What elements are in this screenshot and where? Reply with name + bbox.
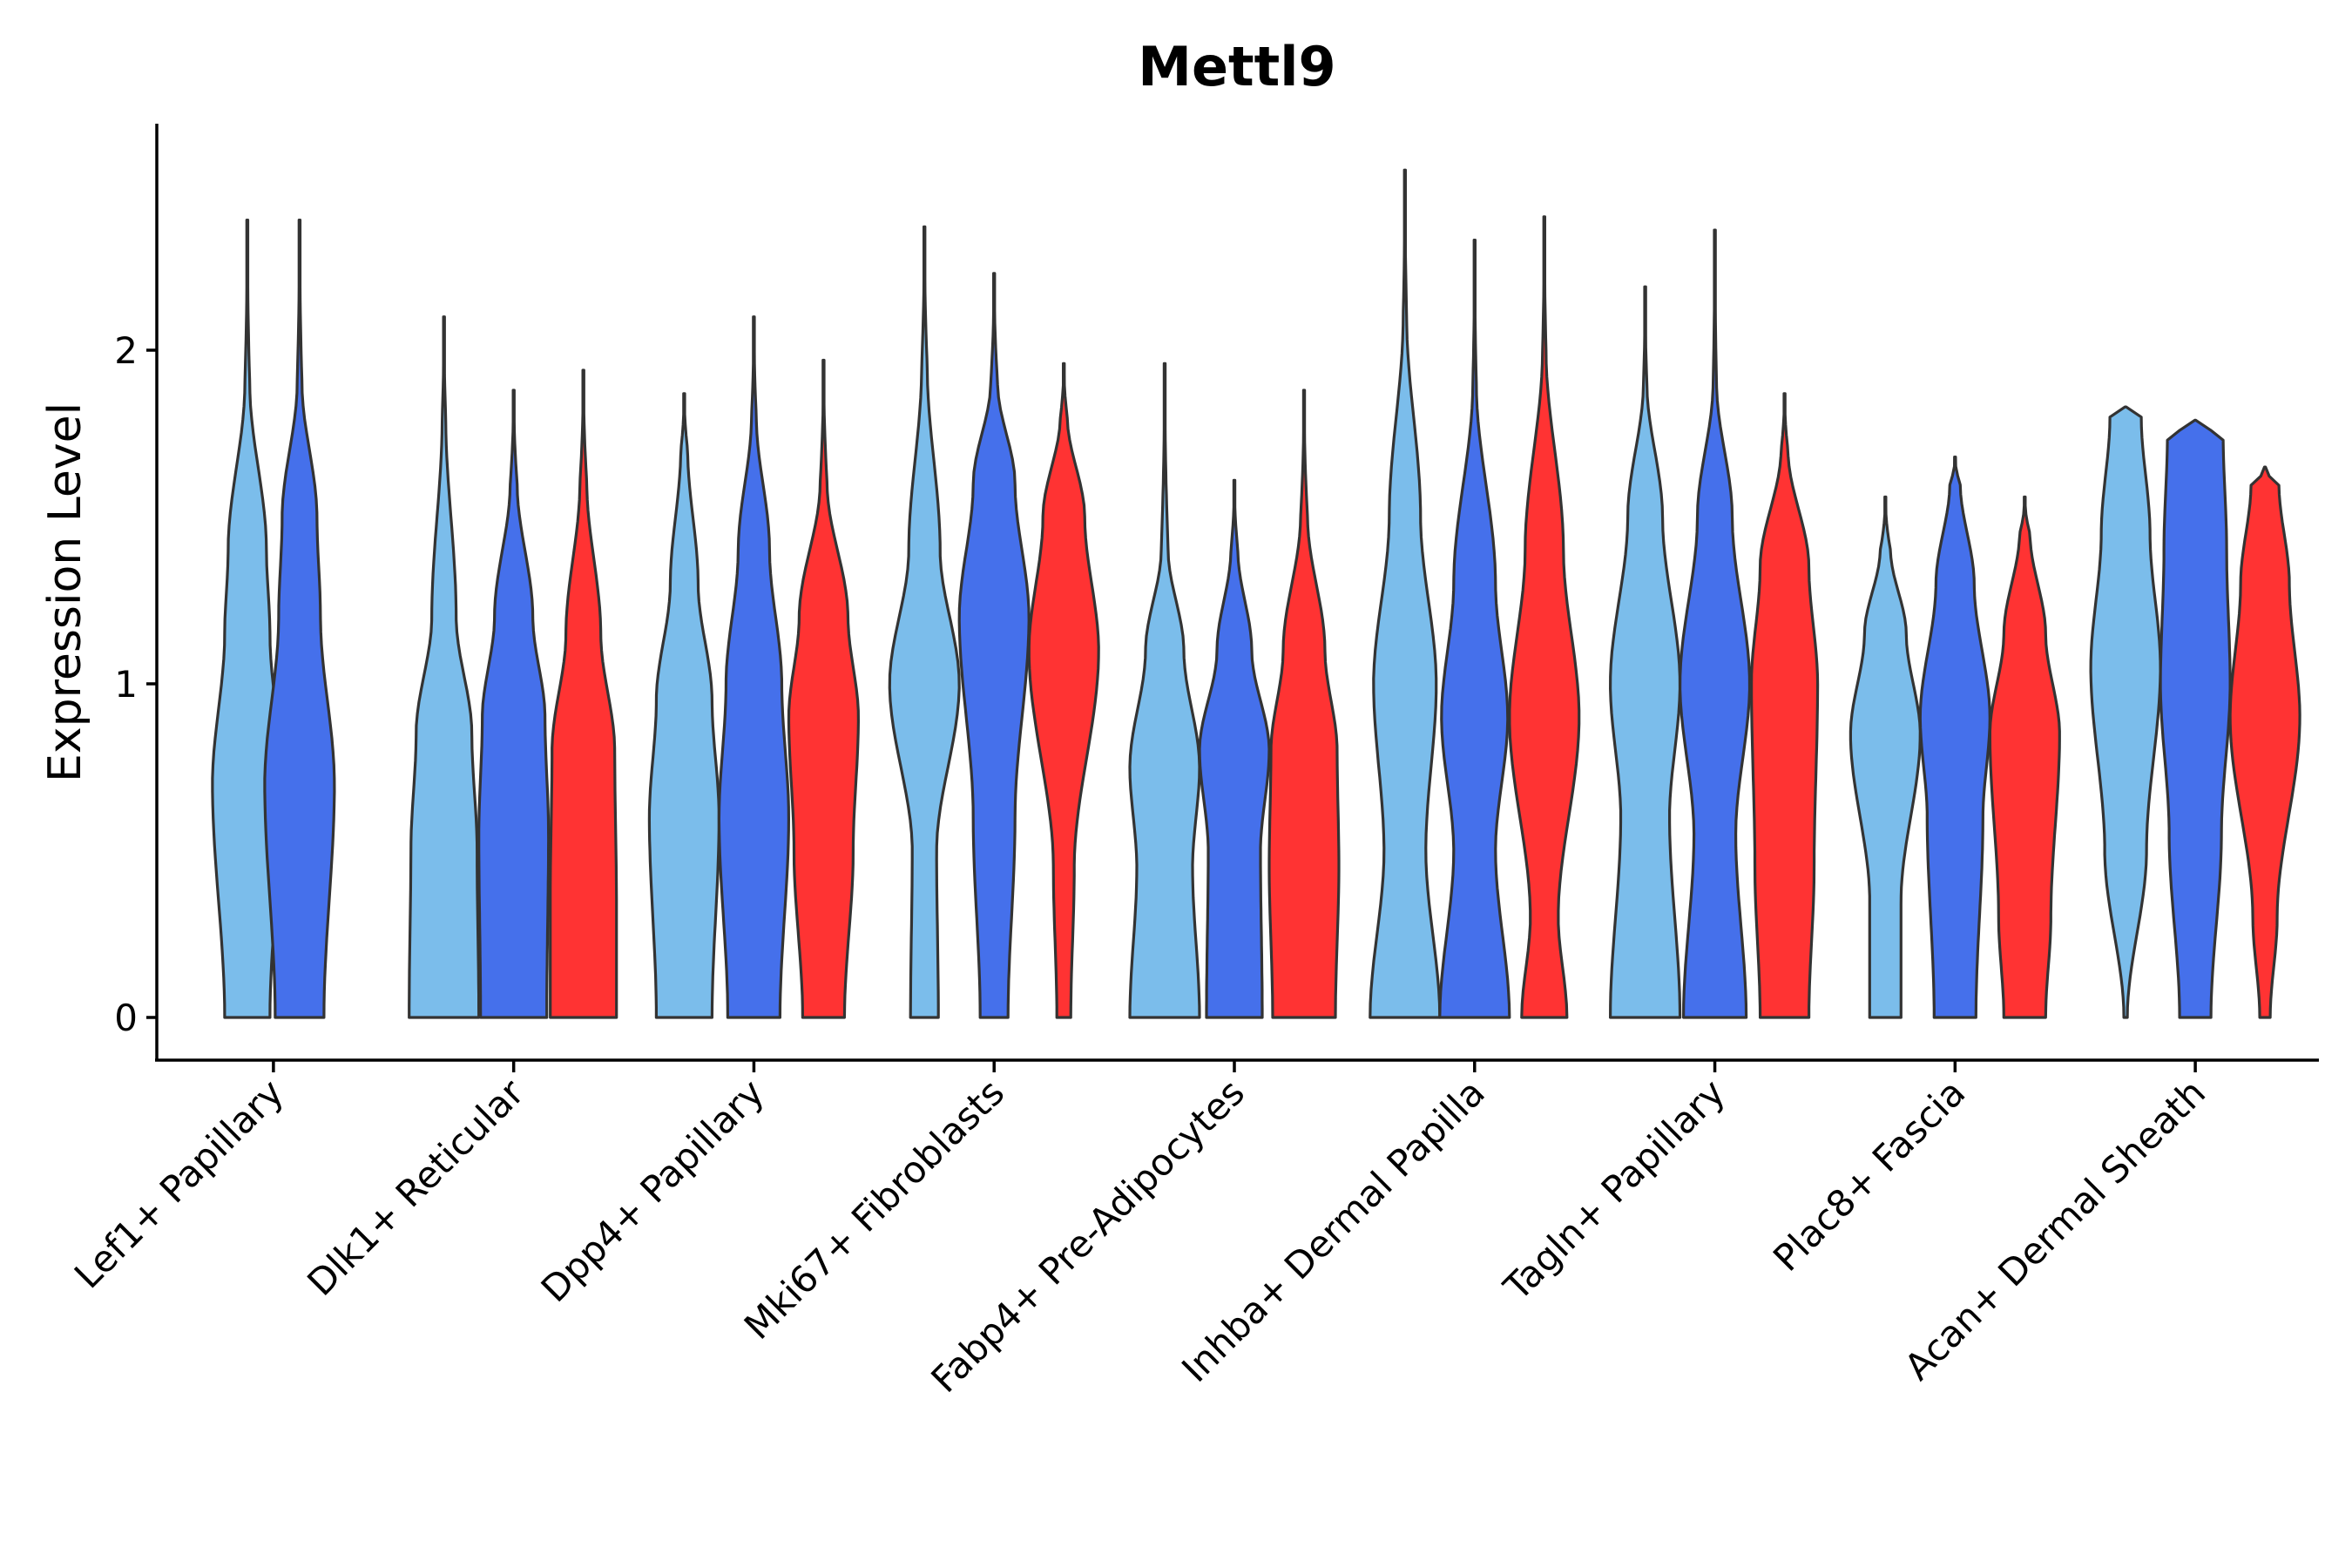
violin — [549, 368, 618, 1019]
violin — [2159, 418, 2232, 1019]
y-tick-label: 2 — [114, 329, 138, 372]
violin — [888, 225, 961, 1019]
violin — [1918, 456, 1991, 1019]
violin — [1609, 285, 1682, 1019]
violin — [1198, 478, 1271, 1019]
x-tick-label: Mki67+ Fibroblasts — [736, 1071, 1012, 1347]
y-tick-label: 1 — [114, 663, 138, 706]
violin — [787, 358, 860, 1019]
violin — [477, 389, 551, 1019]
violin — [717, 315, 790, 1019]
violin — [2228, 465, 2301, 1019]
violin — [1369, 168, 1442, 1019]
violin — [1128, 362, 1201, 1019]
x-tick-label: Lef1+ Papillary — [66, 1071, 292, 1296]
violin — [1027, 362, 1100, 1019]
violin — [1679, 228, 1752, 1019]
violin — [957, 272, 1031, 1019]
chart-title: Mettl9 — [1138, 35, 1335, 98]
y-axis-label: Expression Level — [39, 402, 91, 782]
axes — [155, 124, 2319, 1062]
x-tick-label: Plac8+ Fascia — [1765, 1071, 1973, 1279]
violin — [1438, 239, 1511, 1019]
x-ticks: Lef1+ Papillary Dlk1+ Reticular Dpp4+ Papi… — [66, 1060, 2213, 1401]
violin — [1267, 389, 1341, 1019]
x-tick-label: Tagln+ Papillary — [1495, 1071, 1733, 1308]
violin — [1508, 215, 1581, 1019]
violin — [408, 315, 481, 1019]
violin — [2089, 405, 2162, 1019]
violin-group — [211, 168, 2301, 1019]
y-tick-label: 0 — [114, 997, 138, 1039]
violin — [647, 392, 720, 1019]
violin — [1848, 495, 1922, 1019]
violin — [1750, 392, 1820, 1019]
violin — [263, 219, 336, 1019]
y-ticks: 0 1 2 — [114, 329, 157, 1039]
x-tick-label: Dlk1+ Reticular — [299, 1071, 532, 1304]
violin — [1988, 495, 2061, 1019]
x-tick-label: Dpp4+ Papillary — [533, 1071, 773, 1310]
